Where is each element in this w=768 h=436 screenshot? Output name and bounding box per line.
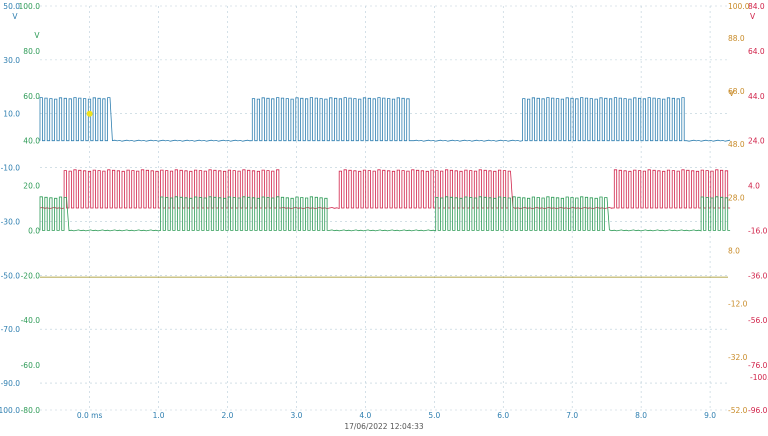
- y-tick-red-9: -96.0: [748, 406, 768, 415]
- y-tick-green-6: -20.0: [21, 271, 41, 280]
- y-tick-blue-0: 50.0: [3, 2, 20, 11]
- y-tick-blue-2: 10.0: [3, 110, 20, 119]
- unit-red: V: [750, 12, 756, 21]
- x-tick-4: 4.0: [359, 411, 371, 420]
- y-tick-red-2: 44.0: [748, 92, 765, 101]
- y-tick-blue-1: 30.0: [3, 56, 20, 65]
- y-tick-orange-0: 100.0: [728, 2, 750, 11]
- y-tick-orange-8: -52.0: [728, 406, 748, 415]
- y-tick-orange-3: 48.0: [728, 140, 745, 149]
- y-tick-blue-3: -10.0: [1, 164, 21, 173]
- y-tick-green-2: 60.0: [23, 92, 40, 101]
- unit-orange: V: [729, 89, 735, 98]
- y-tick-orange-5: 8.0: [728, 247, 740, 256]
- y-tick-red-4: 4.0: [748, 182, 760, 191]
- x-tick-5: 5.0: [428, 411, 440, 420]
- cursor-marker: [86, 110, 93, 117]
- y-tick-extra-0: -100.0: [750, 373, 768, 382]
- grid: [40, 5, 728, 411]
- unit-blue: V: [12, 12, 18, 21]
- y-tick-blue-6: -70.0: [1, 325, 21, 334]
- unit-green: V: [34, 31, 40, 40]
- x-tick-2: 2.0: [222, 411, 234, 420]
- y-tick-green-9: -80.0: [21, 406, 41, 415]
- y-tick-green-1: 80.0: [23, 47, 40, 56]
- y-tick-green-4: 20.0: [23, 182, 40, 191]
- x-tick-7: 7.0: [566, 411, 578, 420]
- y-tick-red-7: -56.0: [748, 316, 768, 325]
- y-tick-red-5: -16.0: [748, 226, 768, 235]
- y-tick-green-3: 40.0: [23, 137, 40, 146]
- timestamp-label: 17/06/2022 12:04:33: [344, 422, 424, 431]
- y-tick-green-0: 100.0: [19, 2, 41, 11]
- x-tick-8: 8.0: [635, 411, 647, 420]
- y-tick-orange-7: -32.0: [728, 353, 748, 362]
- y-tick-blue-4: -30.0: [1, 217, 21, 226]
- y-tick-red-0: 84.0: [748, 2, 765, 11]
- y-tick-blue-8: -100.0: [0, 406, 20, 415]
- y-tick-green-8: -60.0: [21, 361, 41, 370]
- x-tick-3: 3.0: [290, 411, 302, 420]
- y-tick-red-3: 24.0: [748, 137, 765, 146]
- y-tick-orange-1: 88.0: [728, 34, 745, 43]
- series-trace-red: [39, 169, 731, 210]
- y-tick-red-6: -36.0: [748, 271, 768, 280]
- y-tick-blue-7: -90.0: [1, 379, 21, 388]
- x-tick-9: 9.0: [704, 411, 716, 420]
- series-trace-blue: [39, 97, 731, 142]
- axis-labels: 50.0 30.0 10.0 -10.0 -30.0 -50.0 -70.0 -90.0 -10…: [0, 2, 768, 420]
- y-tick-green-5: 0.0: [28, 226, 40, 235]
- series-traces: [39, 97, 731, 278]
- y-tick-orange-4: 28.0: [728, 193, 745, 202]
- x-tick-1: 1.0: [153, 411, 165, 420]
- y-tick-blue-5: -50.0: [1, 271, 21, 280]
- y-tick-green-7: -40.0: [21, 316, 41, 325]
- y-tick-orange-6: -12.0: [728, 300, 748, 309]
- y-tick-red-8: -76.0: [748, 361, 768, 370]
- series-trace-green: [39, 196, 731, 232]
- y-tick-orange-2: 68.0: [728, 87, 745, 96]
- x-tick-0: 0.0 ms: [77, 411, 103, 420]
- x-tick-6: 6.0: [497, 411, 509, 420]
- y-tick-red-1: 64.0: [748, 47, 765, 56]
